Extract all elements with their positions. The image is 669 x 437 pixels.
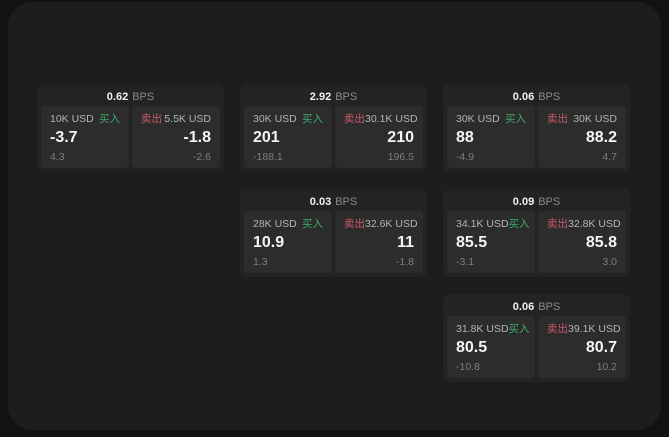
bps-unit: BPS <box>538 195 561 208</box>
sell-amount: 5.5K USD <box>164 113 211 125</box>
sell-amount: 32.8K USD <box>568 218 621 230</box>
bps-header: 0.62 BPS <box>41 88 220 106</box>
sell-label: 卖出 <box>547 323 568 335</box>
quote-card: 0.09 BPS 34.1K USD 买入 85.5 -3.1 卖出 32.8K… <box>443 189 630 277</box>
sell-price: 210 <box>387 129 414 146</box>
buy-price: 85.5 <box>456 234 488 251</box>
buy-sub-value: -4.9 <box>456 150 475 163</box>
bps-value: 0.06 <box>512 90 535 103</box>
sell-price: 11 <box>397 234 414 251</box>
buy-price: 201 <box>253 129 280 146</box>
sell-amount: 30.1K USD <box>365 113 418 125</box>
quote-card: 0.62 BPS 10K USD 买入 -3.7 4.3 卖出 5.5K USD… <box>37 84 224 172</box>
buy-label: 买入 <box>508 218 530 230</box>
quote-card: 2.92 BPS 30K USD 买入 201 -188.1 卖出 30.1K … <box>240 84 427 172</box>
buy-sub-value: -3.1 <box>456 255 475 268</box>
bps-value: 0.62 <box>106 90 129 103</box>
bps-header: 0.06 BPS <box>447 298 626 316</box>
sell-price: 80.7 <box>585 339 617 356</box>
buy-quote-panel[interactable]: 30K USD 买入 88 -4.9 <box>447 106 535 168</box>
bps-value: 2.92 <box>309 90 332 103</box>
bps-value: 0.09 <box>512 195 535 208</box>
buy-quote-panel[interactable]: 31.8K USD 买入 80.5 -10.8 <box>447 316 535 378</box>
sell-sub-value: -2.6 <box>192 150 211 163</box>
buy-sub-value: 4.3 <box>50 150 65 163</box>
buy-amount: 10K USD <box>50 113 94 125</box>
bps-unit: BPS <box>132 90 155 103</box>
buy-amount: 30K USD <box>456 113 500 125</box>
sell-label: 卖出 <box>141 113 162 125</box>
sell-quote-panel[interactable]: 卖出 30.1K USD 210 196.5 <box>335 106 423 168</box>
sell-quote-panel[interactable]: 卖出 5.5K USD -1.8 -2.6 <box>132 106 220 168</box>
bps-header: 2.92 BPS <box>244 88 423 106</box>
sell-sub-value: 196.5 <box>387 150 414 163</box>
sell-price: 88.2 <box>585 129 617 146</box>
bps-header: 0.06 BPS <box>447 88 626 106</box>
sell-label: 卖出 <box>547 218 568 230</box>
sell-label: 卖出 <box>344 113 365 125</box>
bps-unit: BPS <box>538 90 561 103</box>
sell-sub-value: 3.0 <box>602 255 617 268</box>
buy-label: 买入 <box>302 113 323 125</box>
buy-label: 买入 <box>505 113 526 125</box>
buy-sub-value: -10.8 <box>456 360 480 373</box>
buy-price: -3.7 <box>50 129 78 146</box>
buy-sub-value: 1.3 <box>253 255 268 268</box>
bps-unit: BPS <box>538 300 561 313</box>
quote-card: 0.06 BPS 30K USD 买入 88 -4.9 卖出 30K USD 8… <box>443 84 630 172</box>
buy-price: 10.9 <box>253 234 285 251</box>
bps-header: 0.03 BPS <box>244 193 423 211</box>
sell-label: 卖出 <box>547 113 568 125</box>
quotes-panel: 0.62 BPS 10K USD 买入 -3.7 4.3 卖出 5.5K USD… <box>8 2 661 430</box>
buy-amount: 31.8K USD <box>456 323 509 335</box>
quote-card: 0.03 BPS 28K USD 买入 10.9 1.3 卖出 32.6K US… <box>240 189 427 277</box>
buy-label: 买入 <box>99 113 120 125</box>
buy-amount: 30K USD <box>253 113 297 125</box>
sell-sub-value: 10.2 <box>596 360 617 373</box>
buy-label: 买入 <box>302 218 323 230</box>
bps-value: 0.06 <box>512 300 535 313</box>
sell-price: -1.8 <box>183 129 211 146</box>
sell-label: 卖出 <box>344 218 365 230</box>
sell-quote-panel[interactable]: 卖出 30K USD 88.2 4.7 <box>538 106 626 168</box>
buy-quote-panel[interactable]: 28K USD 买入 10.9 1.3 <box>244 211 332 273</box>
sell-quote-panel[interactable]: 卖出 32.8K USD 85.8 3.0 <box>538 211 626 273</box>
buy-amount: 28K USD <box>253 218 297 230</box>
bps-unit: BPS <box>335 195 358 208</box>
buy-price: 80.5 <box>456 339 488 356</box>
buy-quote-panel[interactable]: 30K USD 买入 201 -188.1 <box>244 106 332 168</box>
sell-quote-panel[interactable]: 卖出 39.1K USD 80.7 10.2 <box>538 316 626 378</box>
buy-amount: 34.1K USD <box>456 218 509 230</box>
buy-label: 买入 <box>508 323 530 335</box>
bps-header: 0.09 BPS <box>447 193 626 211</box>
bps-value: 0.03 <box>309 195 332 208</box>
bps-unit: BPS <box>335 90 358 103</box>
buy-quote-panel[interactable]: 34.1K USD 买入 85.5 -3.1 <box>447 211 535 273</box>
sell-amount: 30K USD <box>573 113 617 125</box>
buy-price: 88 <box>456 129 474 146</box>
sell-amount: 32.6K USD <box>365 218 418 230</box>
quote-card: 0.06 BPS 31.8K USD 买入 80.5 -10.8 卖出 39.1… <box>443 294 630 382</box>
sell-quote-panel[interactable]: 卖出 32.6K USD 11 -1.8 <box>335 211 423 273</box>
sell-sub-value: -1.8 <box>395 255 414 268</box>
sell-price: 85.8 <box>585 234 617 251</box>
sell-amount: 39.1K USD <box>568 323 621 335</box>
sell-sub-value: 4.7 <box>602 150 617 163</box>
buy-quote-panel[interactable]: 10K USD 买入 -3.7 4.3 <box>41 106 129 168</box>
buy-sub-value: -188.1 <box>253 150 283 163</box>
